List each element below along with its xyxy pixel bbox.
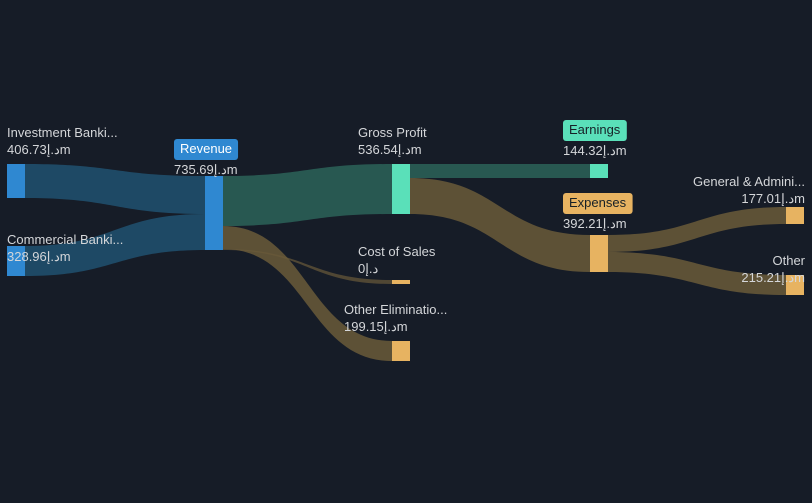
node-label: Commercial Banki... — [7, 232, 123, 247]
sankey-node-earnings[interactable] — [590, 164, 608, 178]
node-value: 328.96د.إm — [7, 249, 71, 265]
node-value: 392.21د.إm — [563, 216, 627, 232]
sankey-node-revenue[interactable] — [205, 176, 223, 250]
node-badge-label: Expenses — [569, 195, 627, 210]
node-value: 536.54د.إm — [358, 142, 422, 158]
node-value: د.إ0 — [358, 261, 378, 277]
sankey-node-costSales[interactable] — [392, 280, 410, 284]
sankey-node-expenses[interactable] — [590, 235, 608, 272]
sankey-chart: Investment Banki... 406.73د.إm Commercial … — [0, 0, 812, 503]
node-value: 199.15د.إm — [344, 319, 408, 335]
sankey-node-genAdmin[interactable] — [786, 207, 804, 224]
node-label: Other Eliminatio... — [344, 302, 447, 317]
node-badge-label: Earnings — [569, 122, 621, 137]
node-label: Other — [772, 253, 805, 268]
sankey-node-invBank[interactable] — [7, 164, 25, 198]
node-label: General & Admini... — [693, 174, 805, 189]
node-label: Gross Profit — [358, 125, 427, 140]
node-value: 735.69د.إm — [174, 162, 238, 178]
node-badge-label: Revenue — [180, 141, 232, 156]
node-value: 177.01د.إm — [741, 191, 805, 207]
sankey-link — [410, 164, 590, 178]
sankey-node-grossProfit[interactable] — [392, 164, 410, 214]
node-value: 215.21د.إm — [741, 270, 805, 286]
sankey-link — [608, 207, 786, 252]
sankey-node-otherElim[interactable] — [392, 341, 410, 361]
node-label: Cost of Sales — [358, 244, 436, 259]
sankey-link — [223, 164, 392, 226]
node-value: 406.73د.إm — [7, 142, 71, 158]
node-label: Investment Banki... — [7, 125, 118, 140]
node-value: 144.32د.إm — [563, 143, 627, 159]
